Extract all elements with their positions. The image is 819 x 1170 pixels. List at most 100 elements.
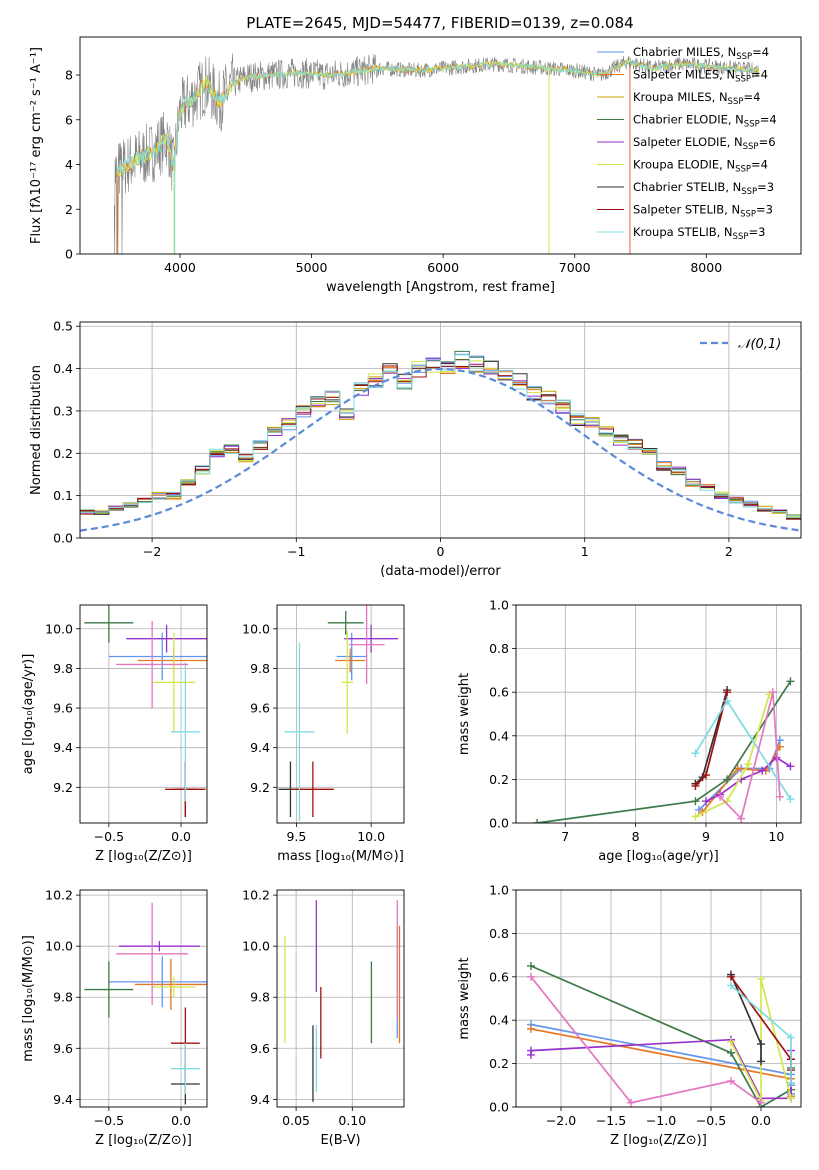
- y-tick-label: 0.2: [489, 1056, 509, 1071]
- y-tick-label: 10.2: [45, 888, 73, 903]
- x-tick-label: 9: [702, 829, 710, 844]
- axes-mass-vs-EBV: 0.05 0.10 9.4 9.6 9.8 10.0 10.2 E(B-V): [242, 888, 404, 1148]
- x-tick-label: −0.5: [696, 1113, 726, 1128]
- weight-series-line: [530, 976, 762, 1104]
- y-axis-label: mass weight: [457, 957, 472, 1039]
- histogram-series: [80, 365, 801, 520]
- y-axis-label: Normed distribution: [29, 365, 44, 495]
- legend-entry-count: =3: [748, 225, 765, 239]
- y-tick-label: 2: [65, 202, 73, 217]
- legend-entry-label: Chabrier MILES, N: [633, 45, 736, 59]
- errorbars-mass-vs-EBV: [284, 900, 401, 1102]
- legend-entry-count: =4: [751, 68, 768, 82]
- x-axis-label: E(B-V): [320, 1133, 360, 1148]
- weight-point-marker: [691, 749, 700, 758]
- legend-entry-count: =4: [751, 158, 768, 172]
- y-axis-label: age [log₁₀(age/yr)]: [21, 654, 36, 775]
- legend-entry-count: =6: [759, 135, 776, 149]
- y-tick-label: 9.8: [53, 990, 73, 1005]
- weight-point-marker: [787, 1079, 795, 1088]
- y-tick-label: 9.4: [250, 740, 270, 755]
- weight-point-marker: [757, 1098, 765, 1107]
- weight-point-marker: [744, 760, 753, 769]
- y-axis-label: Flux [fλ10⁻¹⁷ erg cm⁻² s⁻¹ A⁻¹]: [29, 47, 44, 244]
- x-axis-label: mass [log₁₀(M/M⊙)]: [277, 849, 404, 864]
- weight-point-marker: [757, 1057, 765, 1066]
- gaussian-curve: [80, 367, 801, 532]
- weight-point-marker: [723, 696, 732, 705]
- legend-entry-count: =4: [743, 90, 760, 104]
- y-tick-label: 9.8: [250, 990, 270, 1005]
- axes-spectrum: 4000 5000 6000 7000 8000 0 2 4 6 8 wavelength [Ang…: [29, 47, 722, 295]
- legend-entry-label: Kroupa ELODIE, N: [633, 158, 735, 172]
- legend-entry-label: Chabrier ELODIE, N: [633, 113, 744, 127]
- weight-point-marker: [727, 1076, 735, 1085]
- legend-entry-label: Salpeter MILES, N: [633, 68, 735, 82]
- x-tick-label: 2: [725, 544, 733, 559]
- weight-point-marker: [758, 766, 767, 775]
- weight-point-marker: [702, 771, 710, 780]
- x-axis-label: wavelength [Angstrom, rest frame]: [326, 280, 555, 295]
- x-tick-label: 0.10: [338, 1113, 366, 1128]
- x-tick-label: 10: [768, 829, 784, 844]
- y-tick-label: 0.1: [53, 488, 73, 503]
- legend-entry-subscript: SSP: [735, 75, 751, 85]
- weight-point-marker: [727, 981, 735, 990]
- axes-frame: [79, 36, 802, 255]
- y-tick-label: 10.0: [242, 621, 270, 636]
- legend-entry-subscript: SSP: [736, 52, 752, 62]
- y-tick-label: 0.6: [489, 685, 509, 700]
- legend-entry-count: =4: [760, 113, 777, 127]
- y-tick-label: 9.4: [53, 1092, 73, 1107]
- x-tick-label: −2: [143, 544, 161, 559]
- legend-entry: Salpeter MILES, NSSP=4: [633, 68, 768, 85]
- y-tick-label: 0.2: [489, 772, 509, 787]
- weight-point-marker: [723, 775, 732, 784]
- weight-point-marker: [691, 781, 700, 790]
- weight-point-marker: [737, 814, 746, 823]
- y-tick-label: 8: [65, 68, 73, 83]
- axes-age-vs-mass: 9.5 10.0 9.2 9.4 9.6 9.8 10.0 mass [log₁₀(M/M⊙)…: [242, 605, 404, 864]
- legend-entry: Kroupa STELIB, NSSP=3: [633, 225, 765, 242]
- y-tick-label: 9.6: [250, 1041, 270, 1056]
- axes-frame: [79, 889, 208, 1108]
- gaussian-legend-label: 𝒩(0,1): [738, 337, 781, 352]
- weight-point-marker: [775, 792, 784, 801]
- axes-frame: [515, 604, 802, 824]
- weight-point-marker: [786, 677, 795, 686]
- histogram-series: [80, 354, 801, 518]
- legend-entry: Salpeter STELIB, NSSP=3: [633, 203, 773, 220]
- errorbars-age-vs-Z: [84, 605, 207, 818]
- x-tick-label: 8000: [690, 260, 722, 275]
- y-tick-label: 0.0: [53, 531, 73, 546]
- weight-point-marker: [702, 797, 710, 806]
- weight-point-marker: [527, 1024, 535, 1033]
- x-tick-label: −0.5: [94, 829, 124, 844]
- x-axis-label: Z [log₁₀(Z/Z⊙)]: [95, 849, 192, 864]
- weight-point-marker: [691, 812, 700, 821]
- weight-point-marker: [691, 797, 700, 806]
- y-tick-label: 0.8: [489, 641, 509, 656]
- legend-entry: Kroupa MILES, NSSP=4: [633, 90, 760, 107]
- y-tick-label: 10.2: [242, 888, 270, 903]
- y-tick-label: 0.5: [53, 319, 73, 334]
- y-tick-label: 9.6: [53, 1041, 73, 1056]
- x-tick-label: 10.0: [357, 829, 385, 844]
- x-tick-label: −2.0: [546, 1113, 576, 1128]
- legend-entry-subscript: SSP: [743, 142, 759, 152]
- weight-series-line: [695, 694, 771, 818]
- errorbars-mass-vs-Z: [84, 902, 207, 1105]
- legend-entry-subscript: SSP: [740, 210, 756, 220]
- x-tick-label: 4000: [164, 260, 196, 275]
- x-tick-label: 1: [581, 544, 589, 559]
- y-tick-label: 0.3: [53, 403, 73, 418]
- legend-entry-label: Chabrier STELIB, N: [633, 180, 741, 194]
- x-tick-label: 8: [632, 829, 640, 844]
- legend-entry-label: Kroupa MILES, N: [633, 90, 728, 104]
- x-tick-label: 0.0: [171, 1113, 191, 1128]
- axes-frame: [515, 889, 802, 1108]
- y-tick-label: 0.0: [489, 816, 509, 831]
- x-tick-label: 5000: [296, 260, 328, 275]
- axes-age-vs-Z: −0.5 0.0 9.2 9.4 9.6 9.8 10.0 Z [log₁₀(Z/Z⊙)] ag…: [21, 605, 207, 864]
- y-tick-label: 10.0: [45, 621, 73, 636]
